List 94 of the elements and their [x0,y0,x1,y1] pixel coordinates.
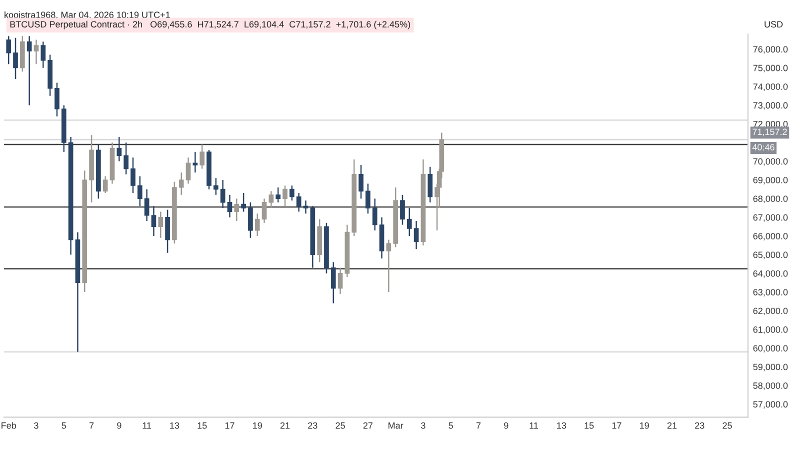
candlestick [102,176,108,194]
x-tick-label: 21 [280,422,290,429]
candlestick [254,212,260,237]
candlestick [213,177,218,196]
candlestick [151,205,156,237]
y-tick-label: 60,000.0 [753,345,788,353]
y-tick-label: 59,000.0 [753,364,788,372]
x-tick-label: 13 [170,422,180,429]
x-tick-label: 9 [504,422,508,429]
x-tick-label: 19 [253,422,262,429]
y-tick-label: 58,000.0 [753,382,788,390]
candlestick [220,179,226,209]
y-tick-label: 73,000.0 [753,102,788,110]
candlestick [303,200,308,214]
x-tick-label: 11 [142,422,152,429]
candlestick [358,164,364,200]
candlestick [366,183,370,214]
y-tick-label: 63,000.0 [753,289,788,296]
candlestick [428,166,433,203]
y-tick-label: 76,000.0 [753,46,788,54]
candlestick [34,39,39,65]
candlestick [400,194,405,226]
y-tick-label: 72,000.0 [753,120,788,128]
x-tick-label: 15 [198,422,207,429]
x-tick-label: 25 [336,422,345,429]
y-tick-label: 62,000.0 [753,308,788,316]
chart-subtitle: BTCUSD Perpetual Contract · 2h O69,455.6 H71,524.7 L69,104.4 C71,157.2 +1,701.6 (+2.45%) [10,20,410,30]
y-tick-label: 65,000.0 [753,252,788,260]
x-tick-label: 7 [476,422,481,429]
ref-line-label: 71,157.2 [752,128,787,136]
candlestick [234,198,240,222]
x-tick-label: 23 [695,422,704,429]
candlestick [282,184,288,207]
candlestick [276,186,281,203]
x-tick-label: 13 [557,422,566,429]
candlestick [124,142,129,175]
y-tick-label: 74,000.0 [753,83,788,91]
x-tick-label: 7 [89,422,94,429]
candlestick [54,82,60,118]
y-tick-label: 66,000.0 [753,232,788,240]
y-tick-label: 75,000.0 [753,64,788,72]
y-tick-label: 64,000.0 [753,270,788,278]
y-axis-title: USD [764,21,783,28]
candlestick [200,144,205,170]
candlestick [192,151,198,174]
candlestick [386,239,392,293]
candlestick [178,172,184,196]
y-tick-label: 68,000.0 [753,196,788,204]
candlestick [186,156,191,184]
candlestick [165,209,170,254]
text: 40:46 [752,144,774,150]
x-tick-label: 21 [667,422,677,429]
x-tick-label: 17 [612,422,622,429]
candlestick [26,35,32,106]
candlestick [144,188,150,222]
candlestick [290,184,294,202]
x-tick-label: 3 [421,422,426,429]
candlestick [40,41,46,68]
candlestick [248,202,253,238]
candlestick [268,190,274,209]
x-tick-label: 9 [117,422,122,429]
x-tick-label: 5 [62,422,66,429]
x-tick-label: 19 [640,422,649,429]
x-tick-label: Feb [2,422,16,429]
x-tick-label: 23 [308,422,318,429]
x-tick-label: 15 [584,422,594,429]
x-tick-label: Mar [388,422,404,429]
y-tick-label: 57,000.0 [753,401,788,409]
candlestick [158,211,164,238]
candlestick [330,262,336,304]
y-tick-label: 61,000.0 [753,326,788,334]
candlestick [372,198,378,232]
candlestick [406,207,412,237]
candlestick [137,176,142,207]
x-tick-label: 27 [363,422,373,429]
candlestick [414,220,419,250]
candlestick [296,192,302,212]
y-tick-label: 70,000.0 [753,158,788,166]
y-tick-label: 69,000.0 [753,176,788,184]
candlestick [241,192,246,212]
x-tick-label: 3 [34,422,38,429]
x-tick-label: 5 [448,422,453,429]
candlestick [130,156,136,194]
candlestick [116,136,122,162]
y-tick-label: 67,000.0 [753,214,788,222]
candlestick [13,37,18,80]
x-tick-label: 25 [722,422,732,429]
chart-title: kooistra1968, Mar 04, 2026 10:19 UTC+1 [4,11,170,20]
candlestick [6,35,12,65]
candlestick [262,198,267,224]
candlestick [338,267,343,295]
candlestick [227,194,232,218]
x-tick-label: 11 [530,422,538,429]
x-tick-label: 17 [225,422,234,429]
